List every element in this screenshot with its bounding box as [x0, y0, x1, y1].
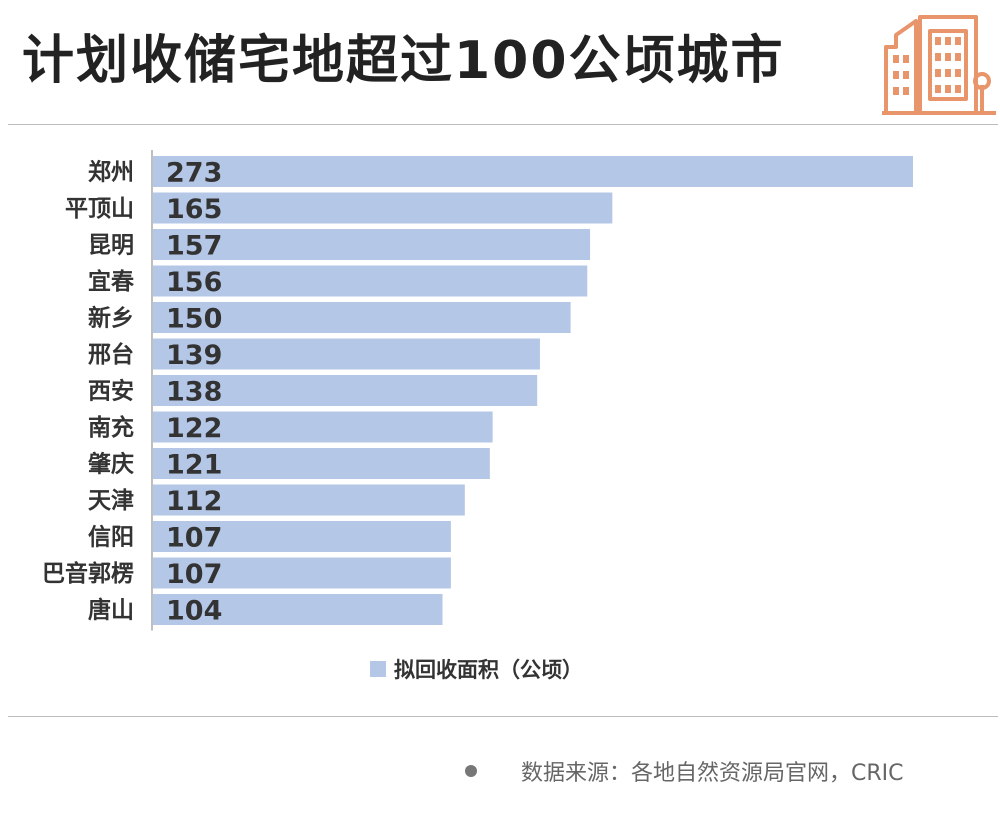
category-label: 昆明	[88, 233, 134, 259]
category-label: 天津	[88, 487, 134, 514]
category-label: 肇庆	[88, 451, 134, 478]
data-label: 107	[166, 559, 222, 590]
bar	[153, 448, 490, 479]
category-label: 平顶山	[65, 196, 134, 222]
legend-swatch	[370, 661, 386, 677]
chart-legend: 拟回收面积（公顷）	[370, 654, 583, 684]
data-label: 122	[166, 413, 222, 444]
category-label: 唐山	[88, 597, 134, 624]
bar	[153, 484, 465, 516]
category-label: 信阳	[88, 524, 134, 551]
bar	[153, 302, 571, 333]
data-label: 138	[166, 377, 222, 408]
category-label: 巴音郭楞	[42, 560, 134, 587]
bar-chart: 郑州 273 平顶山 165 昆明 157 宜春 156 新乡 150 邢台 139 西安 138 南充 12…	[42, 150, 913, 631]
data-label: 150	[166, 304, 222, 335]
bar	[153, 375, 538, 406]
footer-divider	[8, 716, 998, 717]
data-label: 165	[166, 194, 222, 225]
category-label: 宜春	[88, 268, 135, 295]
source-note: 数据来源：各地自然资源局官网，CRIC	[465, 755, 904, 787]
bullet-dot-icon	[465, 765, 477, 777]
page-title: 计划收储宅地超过100公顷城市	[22, 31, 785, 91]
bar	[153, 338, 540, 370]
data-label: 139	[166, 340, 222, 371]
category-label: 郑州	[88, 160, 134, 186]
source-text: 数据来源：各地自然资源局官网，CRIC	[521, 761, 904, 786]
data-label: 121	[166, 450, 222, 481]
bar	[153, 156, 913, 187]
data-label: 273	[166, 158, 222, 189]
category-label: 南充	[88, 414, 134, 441]
data-label: 107	[166, 523, 222, 554]
bar	[153, 594, 443, 625]
bar	[153, 229, 591, 260]
bar	[153, 192, 613, 224]
data-label: 156	[166, 267, 222, 298]
bar	[153, 557, 451, 589]
header-divider	[8, 124, 998, 125]
city-buildings-icon	[882, 15, 996, 115]
data-label: 104	[166, 596, 222, 627]
data-label: 112	[166, 486, 222, 517]
bar	[153, 411, 493, 443]
category-label: 西安	[88, 378, 134, 405]
category-label: 新乡	[88, 305, 134, 332]
legend-label: 拟回收面积（公顷）	[394, 658, 583, 682]
bar	[153, 265, 588, 297]
bar	[153, 521, 451, 552]
category-label: 邢台	[88, 341, 134, 368]
data-label: 157	[166, 231, 222, 262]
